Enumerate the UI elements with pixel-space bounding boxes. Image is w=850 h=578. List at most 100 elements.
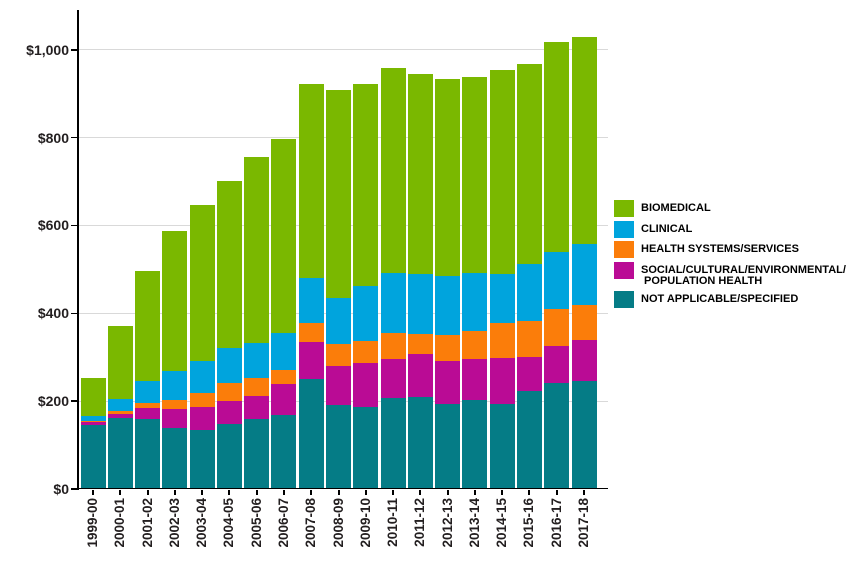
bar-segment: [435, 275, 461, 335]
bar-segment: [189, 406, 215, 430]
bar-segment: [407, 73, 433, 275]
x-axis-tick: [419, 489, 422, 495]
x-axis-tick: [528, 489, 531, 495]
bar-segment: [244, 395, 270, 419]
bar-segment: [571, 380, 597, 490]
bar-segment: [80, 421, 106, 425]
x-axis-tick: [364, 489, 367, 495]
x-axis-tick: [201, 489, 204, 495]
bar-segment: [107, 410, 133, 414]
y-axis-tick: [71, 312, 78, 315]
x-axis-label: 2002-03: [166, 498, 182, 548]
legend-item-social-cultural-environmental-population-health: SOCIAL/CULTURAL/ENVIRONMENTAL/ POPULATIO…: [614, 261, 846, 288]
bar-segment: [353, 362, 379, 407]
bar-segment: [353, 340, 379, 363]
bar-segment: [298, 83, 324, 279]
x-axis-label: 2013-14: [466, 498, 482, 548]
x-axis-tick: [282, 489, 285, 495]
bar-segment: [189, 205, 215, 361]
bar-segment: [489, 70, 515, 275]
legend-swatch-social-cultural-environmental-population-health: [614, 261, 634, 279]
bar-segment: [380, 332, 406, 360]
bar-segment: [544, 345, 570, 383]
legend-label: HEALTH SYSTEMS/SERVICES: [641, 241, 799, 256]
bar-segment: [516, 320, 542, 357]
legend-item-clinical: CLINICAL: [614, 220, 846, 238]
legend-label: SOCIAL/CULTURAL/ENVIRONMENTAL/ POPULATIO…: [641, 262, 846, 288]
legend-swatch-health-systems-services: [614, 241, 634, 258]
bar-segment: [435, 78, 461, 277]
x-axis-tick: [119, 489, 122, 495]
x-axis-tick: [310, 489, 313, 495]
bar-segment: [516, 390, 542, 490]
bar-segment: [544, 41, 570, 253]
bar-segment: [135, 418, 161, 490]
y-axis-tick: [71, 49, 78, 51]
bar-segment: [80, 424, 106, 490]
bar-segment: [244, 342, 270, 378]
bar-segment: [407, 333, 433, 355]
bar-segment: [380, 397, 406, 490]
bar-segment: [189, 392, 215, 407]
bar-segment: [162, 370, 188, 400]
bar-segment: [135, 407, 161, 419]
bar-segment: [216, 382, 242, 401]
x-axis-tick: [146, 489, 149, 495]
bar-segment: [407, 273, 433, 334]
legend: BIOMEDICAL CLINICAL HEALTH SYSTEMS/SERVI…: [614, 200, 846, 308]
legend-item-not-applicable-specified: NOT APPLICABLE/SPECIFIED: [614, 291, 846, 308]
y-axis-label: $600: [37, 217, 69, 234]
y-axis-label: $0: [53, 481, 69, 497]
legend-swatch-biomedical: [614, 200, 634, 217]
x-axis-label: 2001-02: [139, 498, 155, 548]
legend-label: BIOMEDICAL: [641, 200, 711, 215]
x-axis-label: 2000-01: [112, 498, 128, 548]
bar-segment: [216, 181, 242, 349]
bar-segment: [380, 67, 406, 274]
bar-segment: [298, 341, 324, 379]
bar-segment: [407, 353, 433, 397]
bar-segment: [489, 357, 515, 404]
x-axis-tick: [583, 489, 586, 495]
y-axis-tick: [71, 400, 78, 402]
x-axis-label: 2006-07: [275, 498, 291, 548]
bar-segment: [216, 400, 242, 424]
bar-segment: [80, 378, 106, 416]
x-axis-tick: [173, 489, 176, 495]
y-axis-label: $200: [37, 393, 69, 410]
gridline: [79, 49, 608, 51]
bar-segment: [462, 272, 488, 331]
x-axis-label: 2007-08: [303, 498, 319, 548]
bar-segment: [462, 358, 488, 400]
bar-segment: [544, 382, 570, 490]
bar-segment: [244, 418, 270, 490]
x-axis-tick: [555, 489, 558, 495]
bar-segment: [516, 263, 542, 322]
legend-label: NOT APPLICABLE/SPECIFIED: [641, 291, 798, 306]
x-axis-label: 2012-13: [439, 498, 455, 548]
x-axis-label: 2005-06: [248, 498, 264, 548]
bar-segment: [326, 365, 352, 405]
bar-segment: [544, 308, 570, 346]
y-axis-tick: [71, 136, 78, 139]
bar-segment: [380, 358, 406, 398]
bar-segment: [435, 403, 461, 490]
x-axis-label: 2017-18: [576, 498, 592, 548]
bar-segment: [544, 251, 570, 309]
bar-segment: [216, 347, 242, 383]
bar-segment: [80, 415, 106, 421]
bar-segment: [298, 378, 324, 490]
x-axis-tick: [92, 489, 94, 495]
legend-swatch-clinical: [614, 220, 634, 238]
x-axis-tick: [337, 489, 340, 495]
legend-swatch-not-applicable-specified: [614, 291, 634, 308]
x-axis-label: 2015-16: [521, 498, 537, 548]
bar-segment: [162, 231, 188, 371]
bar-segment: [162, 427, 188, 490]
x-axis-label: 2003-04: [194, 498, 210, 548]
bar-segment: [216, 423, 242, 490]
bar-segment: [107, 417, 133, 490]
x-axis-tick: [501, 489, 504, 495]
bar-segment: [298, 277, 324, 324]
y-axis-label: $1,000: [26, 41, 69, 58]
